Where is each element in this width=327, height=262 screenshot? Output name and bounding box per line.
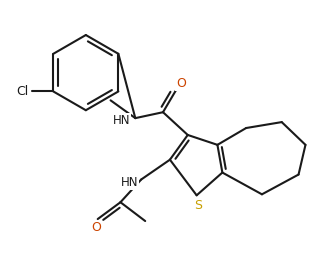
Text: HN: HN (121, 176, 138, 189)
Text: Cl: Cl (16, 85, 28, 98)
Text: HN: HN (113, 114, 130, 127)
Text: S: S (195, 199, 203, 212)
Text: O: O (91, 221, 101, 234)
Text: O: O (176, 77, 186, 90)
